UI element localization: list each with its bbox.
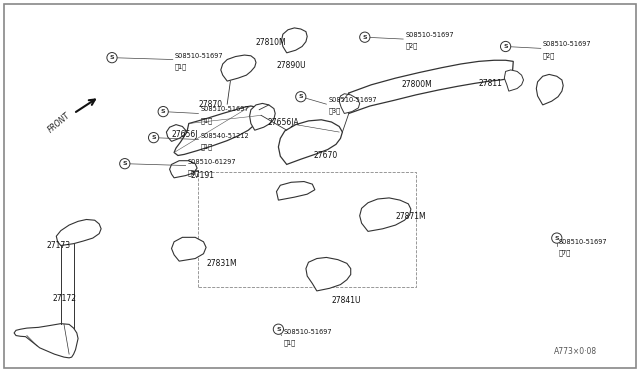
Text: 27656JA: 27656JA [268, 118, 299, 126]
Circle shape [273, 324, 284, 334]
Circle shape [148, 132, 159, 143]
Polygon shape [278, 120, 342, 164]
Text: S08510-51697: S08510-51697 [559, 238, 607, 244]
Circle shape [552, 233, 562, 243]
Circle shape [107, 52, 117, 63]
Text: S: S [276, 327, 281, 332]
Polygon shape [282, 28, 307, 53]
Circle shape [296, 92, 306, 102]
Text: S08540-51212: S08540-51212 [200, 132, 249, 138]
Polygon shape [166, 125, 186, 141]
Circle shape [158, 106, 168, 117]
Text: 27841U: 27841U [332, 296, 361, 305]
Text: 27810M: 27810M [256, 38, 287, 47]
Polygon shape [170, 161, 197, 178]
Polygon shape [360, 198, 411, 231]
Polygon shape [221, 55, 256, 81]
Polygon shape [14, 324, 78, 358]
Polygon shape [250, 103, 275, 130]
Text: S: S [151, 135, 156, 140]
Text: 27871M: 27871M [396, 212, 426, 221]
Circle shape [500, 41, 511, 52]
Text: 27670: 27670 [314, 151, 338, 160]
Text: S08510-51697: S08510-51697 [405, 32, 454, 38]
Text: 27173: 27173 [46, 241, 70, 250]
Text: S08510-51697: S08510-51697 [200, 106, 249, 112]
Polygon shape [56, 219, 101, 246]
Polygon shape [504, 70, 524, 91]
Text: （2）: （2） [405, 43, 417, 49]
Text: S: S [554, 235, 559, 241]
Polygon shape [339, 94, 360, 113]
Text: （1）: （1） [188, 169, 200, 176]
Circle shape [360, 32, 370, 42]
Text: 27890U: 27890U [276, 61, 306, 70]
Text: S08510-51697: S08510-51697 [543, 41, 591, 47]
Text: S: S [161, 109, 166, 114]
Polygon shape [536, 74, 563, 105]
Text: 27831M: 27831M [206, 259, 237, 268]
Text: （1）: （1） [284, 339, 296, 346]
Text: FRONT: FRONT [46, 111, 72, 135]
Text: 27656J: 27656J [172, 130, 198, 139]
Text: （1）: （1） [200, 117, 212, 124]
Text: 27811: 27811 [479, 79, 502, 88]
Text: （1）: （1） [175, 63, 187, 70]
Text: S: S [122, 161, 127, 166]
Text: S08510-51697: S08510-51697 [328, 97, 377, 103]
Text: （1）: （1） [200, 143, 212, 150]
Text: S: S [298, 94, 303, 99]
Polygon shape [276, 182, 315, 200]
Text: 27800M: 27800M [402, 80, 433, 89]
Text: S: S [362, 35, 367, 40]
Text: S08510-51697: S08510-51697 [284, 328, 332, 334]
Circle shape [120, 158, 130, 169]
Text: （3）: （3） [328, 108, 340, 115]
Text: S08510-61297: S08510-61297 [188, 158, 236, 164]
Polygon shape [174, 106, 261, 155]
Text: 27870: 27870 [198, 100, 223, 109]
Text: 27172: 27172 [52, 294, 77, 303]
Text: S: S [109, 55, 115, 60]
Text: 27191: 27191 [191, 171, 215, 180]
Text: （7）: （7） [559, 249, 571, 256]
Polygon shape [349, 60, 513, 113]
Text: A773×0·08: A773×0·08 [554, 347, 598, 356]
Text: （2）: （2） [543, 52, 555, 59]
Polygon shape [306, 257, 351, 291]
Polygon shape [172, 237, 206, 261]
Text: S08510-51697: S08510-51697 [175, 52, 223, 58]
Text: S: S [503, 44, 508, 49]
